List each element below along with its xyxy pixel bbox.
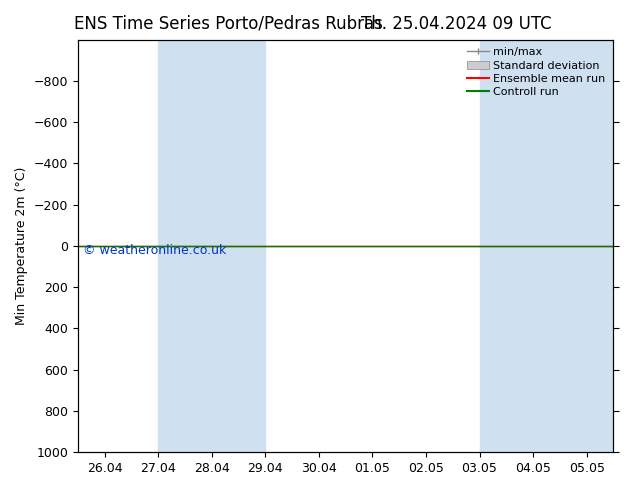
Bar (158, 40, 265, 452)
Text: Th. 25.04.2024 09 UTC: Th. 25.04.2024 09 UTC (361, 15, 552, 33)
Text: ENS Time Series Porto/Pedras Rubras: ENS Time Series Porto/Pedras Rubras (74, 15, 383, 33)
Legend: min/max, Standard deviation, Ensemble mean run, Controll run: min/max, Standard deviation, Ensemble me… (462, 43, 610, 102)
Bar (479, 40, 614, 452)
Y-axis label: Min Temperature 2m (°C): Min Temperature 2m (°C) (15, 167, 28, 325)
Text: © weatheronline.co.uk: © weatheronline.co.uk (83, 244, 226, 257)
